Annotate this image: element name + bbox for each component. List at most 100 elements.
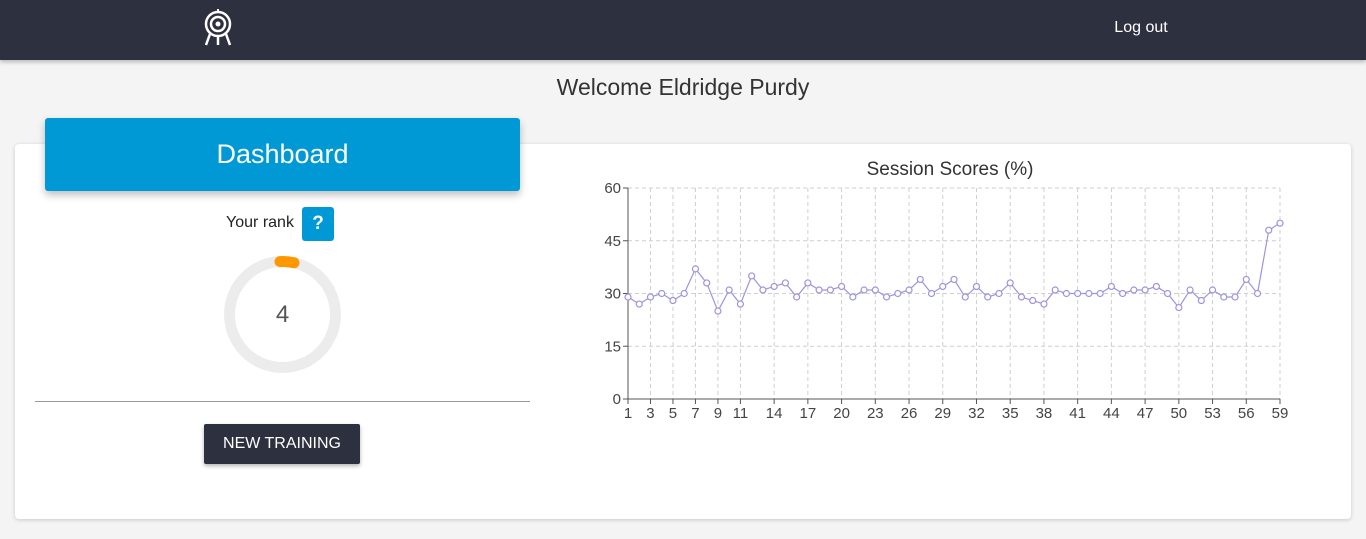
dashboard-title: Dashboard bbox=[45, 118, 520, 191]
data-point bbox=[635, 300, 643, 308]
x-tick-label: 59 bbox=[1272, 405, 1289, 422]
data-point bbox=[950, 275, 958, 284]
rank-gauge: 4 bbox=[224, 256, 341, 373]
data-point bbox=[1242, 275, 1250, 284]
x-tick-label: 5 bbox=[669, 405, 677, 422]
x-tick-label: 17 bbox=[800, 405, 817, 422]
data-point bbox=[1175, 303, 1183, 312]
x-tick-label: 38 bbox=[1036, 405, 1053, 422]
data-point bbox=[1208, 286, 1217, 294]
x-tick-label: 44 bbox=[1103, 405, 1120, 422]
data-point bbox=[961, 293, 969, 301]
rank-help-button[interactable]: ? bbox=[302, 207, 334, 241]
x-tick-label: 56 bbox=[1238, 405, 1255, 422]
data-point bbox=[1096, 289, 1104, 298]
x-tick-label: 32 bbox=[968, 405, 985, 422]
data-point bbox=[1051, 286, 1059, 294]
data-point bbox=[714, 307, 722, 315]
x-tick-label: 35 bbox=[1002, 405, 1019, 422]
data-point bbox=[1253, 289, 1262, 298]
chart-series bbox=[624, 219, 1284, 315]
target-logo-icon[interactable] bbox=[202, 9, 234, 47]
data-point bbox=[1220, 293, 1228, 301]
x-tick-label: 9 bbox=[714, 405, 722, 422]
data-point bbox=[849, 293, 857, 301]
data-point bbox=[748, 272, 756, 280]
series-line bbox=[627, 222, 1281, 313]
data-point bbox=[669, 296, 677, 305]
rank-label: Your rank bbox=[226, 214, 294, 231]
x-tick-label: 7 bbox=[691, 405, 699, 422]
y-tick-label: 45 bbox=[604, 233, 621, 250]
x-tick-label: 14 bbox=[766, 405, 783, 422]
x-tick-label: 50 bbox=[1170, 405, 1187, 422]
data-point bbox=[1186, 286, 1194, 294]
data-point bbox=[736, 300, 745, 308]
data-point bbox=[1017, 293, 1026, 301]
data-point bbox=[984, 293, 992, 301]
data-point bbox=[1163, 289, 1172, 298]
data-point bbox=[770, 282, 778, 291]
x-tick-label: 20 bbox=[833, 405, 850, 422]
chart-title: Session Scores (%) bbox=[867, 159, 1034, 180]
new-training-button[interactable]: NEW TRAINING bbox=[204, 424, 360, 464]
rank-value: 4 bbox=[276, 301, 289, 328]
data-point bbox=[658, 289, 666, 298]
data-point bbox=[725, 286, 733, 294]
data-point bbox=[1141, 286, 1149, 294]
data-point bbox=[995, 289, 1003, 298]
logout-link[interactable]: Log out bbox=[1114, 19, 1168, 36]
data-point bbox=[781, 279, 789, 287]
data-point bbox=[1197, 296, 1205, 305]
y-tick-label: 0 bbox=[613, 391, 621, 408]
data-point bbox=[646, 293, 655, 301]
data-point bbox=[680, 289, 688, 298]
data-point bbox=[1231, 293, 1239, 301]
data-point bbox=[1029, 296, 1037, 305]
data-point bbox=[1119, 289, 1127, 298]
data-point bbox=[1152, 282, 1160, 291]
data-point bbox=[860, 286, 868, 294]
y-tick-label: 30 bbox=[604, 286, 621, 303]
x-tick-label: 29 bbox=[934, 405, 951, 422]
data-point bbox=[1276, 219, 1284, 227]
data-point bbox=[624, 293, 632, 301]
y-tick-label: 60 bbox=[604, 180, 621, 197]
x-tick-label: 1 bbox=[624, 405, 632, 422]
y-tick-label: 15 bbox=[604, 338, 621, 355]
welcome-heading: Welcome Eldridge Purdy bbox=[556, 74, 810, 100]
data-point bbox=[871, 286, 879, 294]
data-point bbox=[927, 289, 936, 298]
data-point bbox=[826, 286, 834, 294]
section-divider bbox=[35, 401, 530, 402]
data-point bbox=[815, 286, 823, 294]
x-tick-label: 41 bbox=[1069, 405, 1086, 422]
data-point bbox=[882, 293, 891, 301]
data-point bbox=[1265, 226, 1273, 234]
data-point bbox=[1062, 289, 1071, 298]
x-tick-label: 47 bbox=[1137, 405, 1154, 422]
x-tick-label: 11 bbox=[733, 405, 749, 422]
data-point bbox=[1074, 289, 1082, 298]
rank-gauge-arc bbox=[274, 256, 300, 269]
x-tick-label: 3 bbox=[646, 405, 654, 422]
data-point bbox=[804, 279, 812, 287]
data-point bbox=[916, 275, 924, 284]
chart-grid bbox=[628, 187, 1281, 399]
data-point bbox=[691, 265, 700, 273]
x-tick-label: 26 bbox=[901, 405, 918, 422]
data-point bbox=[1040, 300, 1048, 308]
top-navbar: Log out bbox=[0, 0, 1366, 60]
data-point bbox=[1130, 286, 1138, 294]
data-point bbox=[894, 289, 902, 298]
data-point bbox=[703, 279, 711, 287]
data-point bbox=[793, 293, 801, 301]
data-point bbox=[905, 286, 913, 294]
data-point bbox=[759, 286, 767, 294]
data-point bbox=[1006, 279, 1014, 287]
data-point bbox=[972, 282, 981, 291]
x-tick-label: 23 bbox=[867, 405, 884, 422]
data-point bbox=[939, 282, 947, 291]
